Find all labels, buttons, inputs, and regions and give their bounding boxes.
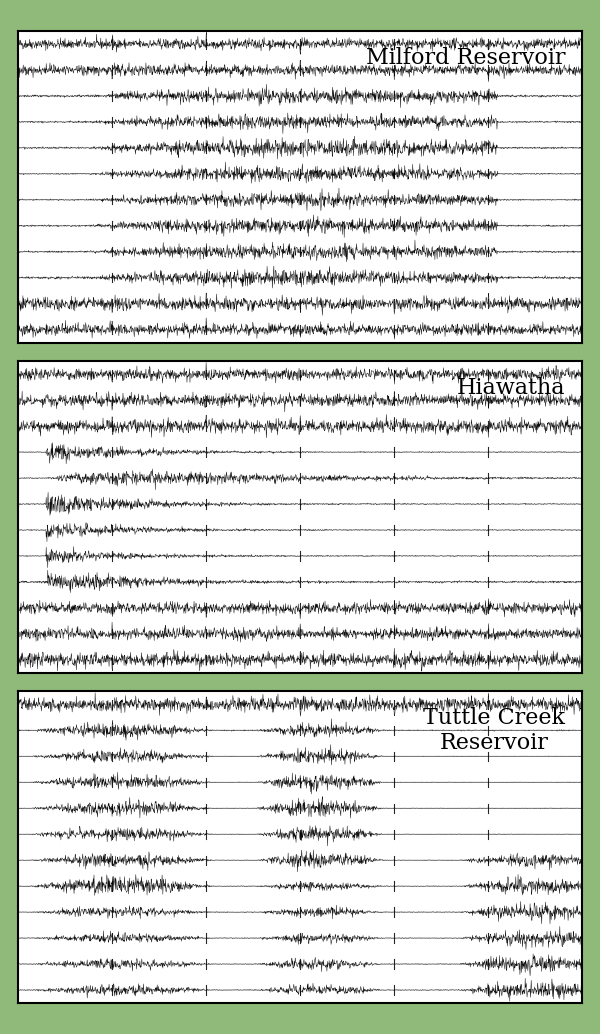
Text: Milford Reservoir: Milford Reservoir (365, 47, 565, 68)
Text: Hiawatha: Hiawatha (457, 376, 565, 399)
Text: Tuttle Creek
Reservoir: Tuttle Creek Reservoir (423, 707, 565, 755)
